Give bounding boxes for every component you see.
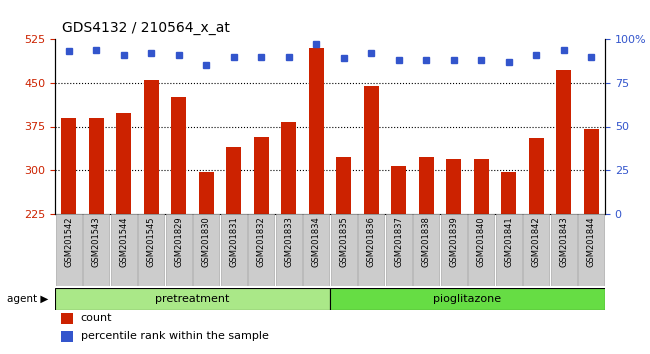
Bar — [116, 113, 131, 214]
Bar — [248, 214, 274, 286]
Bar — [495, 214, 522, 286]
Bar — [138, 214, 164, 286]
Bar — [60, 313, 73, 324]
Bar — [226, 147, 241, 214]
Text: GSM201830: GSM201830 — [202, 216, 211, 267]
Bar — [171, 97, 187, 214]
Bar — [578, 214, 604, 286]
Text: GSM201544: GSM201544 — [119, 216, 128, 267]
Bar — [220, 214, 247, 286]
Bar — [528, 138, 544, 214]
Text: GSM201842: GSM201842 — [532, 216, 541, 267]
Text: GSM201545: GSM201545 — [147, 216, 156, 267]
Bar — [60, 331, 73, 342]
Bar — [413, 214, 439, 286]
Text: GSM201835: GSM201835 — [339, 216, 348, 267]
Text: GSM201841: GSM201841 — [504, 216, 514, 267]
Bar — [336, 157, 351, 214]
Bar — [584, 130, 599, 214]
Bar — [468, 214, 495, 286]
Bar — [391, 166, 406, 214]
Bar — [144, 80, 159, 214]
Bar — [111, 214, 137, 286]
Text: GSM201543: GSM201543 — [92, 216, 101, 267]
Bar — [276, 214, 302, 286]
Text: GSM201843: GSM201843 — [559, 216, 568, 267]
Text: GSM201839: GSM201839 — [449, 216, 458, 267]
Text: GSM201831: GSM201831 — [229, 216, 239, 267]
Text: count: count — [81, 313, 112, 324]
Text: GSM201833: GSM201833 — [284, 216, 293, 267]
Text: GSM201837: GSM201837 — [395, 216, 403, 267]
Bar — [364, 86, 379, 214]
Bar — [193, 214, 220, 286]
Bar — [55, 214, 82, 286]
Text: GSM201832: GSM201832 — [257, 216, 266, 267]
Bar — [551, 214, 577, 286]
Bar — [501, 172, 516, 214]
Bar — [446, 159, 462, 214]
Bar — [358, 214, 384, 286]
Bar — [441, 214, 467, 286]
Bar — [55, 288, 330, 310]
Text: percentile rank within the sample: percentile rank within the sample — [81, 331, 268, 341]
Text: pioglitazone: pioglitazone — [434, 294, 502, 304]
Bar — [199, 172, 214, 214]
Text: GSM201844: GSM201844 — [587, 216, 596, 267]
Text: GSM201542: GSM201542 — [64, 216, 73, 267]
Bar — [281, 122, 296, 214]
Bar — [330, 288, 605, 310]
Bar — [474, 159, 489, 214]
Bar — [61, 118, 76, 214]
Text: GSM201838: GSM201838 — [422, 216, 431, 267]
Text: agent ▶: agent ▶ — [7, 294, 49, 304]
Bar — [556, 70, 571, 214]
Bar — [303, 214, 330, 286]
Text: GSM201834: GSM201834 — [312, 216, 320, 267]
Bar — [88, 118, 104, 214]
Text: GSM201836: GSM201836 — [367, 216, 376, 267]
Text: pretreatment: pretreatment — [155, 294, 229, 304]
Text: GSM201840: GSM201840 — [476, 216, 486, 267]
Bar — [523, 214, 549, 286]
Text: GDS4132 / 210564_x_at: GDS4132 / 210564_x_at — [62, 22, 229, 35]
Bar — [254, 137, 269, 214]
Bar — [309, 48, 324, 214]
Bar — [166, 214, 192, 286]
Bar — [331, 214, 357, 286]
Bar — [419, 158, 434, 214]
Bar — [83, 214, 109, 286]
Bar — [385, 214, 412, 286]
Text: GSM201829: GSM201829 — [174, 216, 183, 267]
